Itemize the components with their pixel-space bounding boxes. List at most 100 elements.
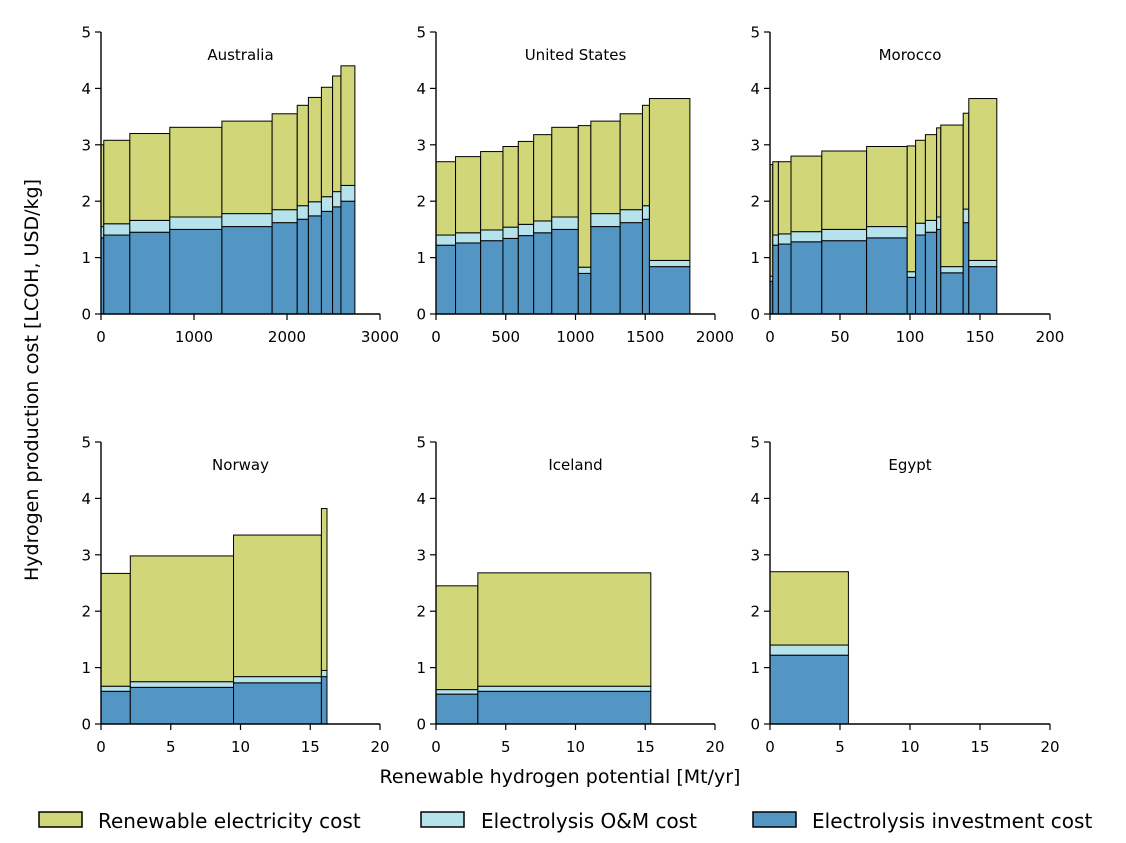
x-tick-label-australia-3: 3000 xyxy=(361,328,399,346)
bar-united-states-1-electricity xyxy=(455,156,482,234)
bar-australia-4-electricity xyxy=(221,120,273,215)
bar-united-states-9-electricity xyxy=(619,113,643,211)
bar-australia-1-electricity xyxy=(103,139,131,225)
bar-morocco-3-om xyxy=(790,231,823,243)
bar-morocco-5-om xyxy=(866,226,908,239)
x-tick-label-morocco-2: 100 xyxy=(896,328,925,346)
bar-morocco-7-electricity xyxy=(915,139,926,224)
bar-morocco-1-investment xyxy=(772,244,779,315)
bar-morocco-7-om xyxy=(915,222,926,236)
bar-morocco-4-investment xyxy=(821,240,868,315)
bar-australia-2-electricity xyxy=(129,133,171,221)
x-tick-label-morocco-1: 50 xyxy=(830,328,849,346)
x-tick-label-united-states-0: 0 xyxy=(431,328,441,346)
bar-australia-10-electricity xyxy=(340,65,356,186)
bar-australia-3-investment xyxy=(169,228,223,315)
bar-united-states-5-electricity xyxy=(533,134,553,222)
y-tick-label-egypt-5: 5 xyxy=(750,434,760,452)
bar-australia-9-om xyxy=(332,191,342,208)
y-tick-label-egypt-1: 1 xyxy=(750,659,760,677)
bar-norway-0-electricity xyxy=(100,572,131,687)
bar-morocco-2-electricity xyxy=(777,161,792,235)
x-tick-label-egypt-2: 10 xyxy=(900,738,919,756)
legend-item-renewable-electricity: Renewable electricity cost xyxy=(38,809,361,833)
bar-morocco-8-om xyxy=(924,219,938,233)
y-tick-label-egypt-0: 0 xyxy=(750,716,760,734)
panel-title-united-states: United States xyxy=(525,46,627,64)
bar-morocco-2-investment xyxy=(777,243,792,315)
panel-iceland: 0 1 2 3 4 5 0 5 10 15 20 Iceland xyxy=(416,434,724,757)
bar-morocco-1-electricity xyxy=(772,161,779,236)
bar-united-states-5-om xyxy=(533,220,553,234)
bar-morocco-12-om xyxy=(968,259,998,268)
y-tick-label-norway-4: 4 xyxy=(81,490,91,508)
y-tick-label-australia-0: 0 xyxy=(81,306,91,324)
x-tick-label-australia-0: 0 xyxy=(96,328,106,346)
x-tick-label-norway-2: 10 xyxy=(231,738,250,756)
bar-united-states-10-om xyxy=(641,205,650,220)
bar-united-states-11-electricity xyxy=(648,98,691,261)
bar-united-states-2-electricity xyxy=(480,151,504,231)
bar-australia-1-om xyxy=(103,223,131,236)
bar-iceland-1-om xyxy=(477,685,652,692)
y-tick-label-iceland-3: 3 xyxy=(416,546,426,564)
panel-title-iceland: Iceland xyxy=(548,456,602,474)
y-tick-label-united-states-0: 0 xyxy=(416,306,426,324)
bar-australia-7-investment xyxy=(307,215,322,315)
bar-morocco-9-electricity xyxy=(936,127,942,218)
x-tick-label-united-states-1: 500 xyxy=(491,328,520,346)
x-tick-label-australia-2: 2000 xyxy=(268,328,306,346)
bar-australia-3-electricity xyxy=(169,126,223,218)
x-tick-label-iceland-4: 20 xyxy=(705,738,724,756)
y-tick-label-norway-2: 2 xyxy=(81,603,91,621)
bar-morocco-10-om xyxy=(940,266,964,274)
bar-morocco-5-electricity xyxy=(866,145,908,228)
y-tick-label-iceland-1: 1 xyxy=(416,659,426,677)
bar-australia-5-electricity xyxy=(271,113,298,211)
x-tick-label-united-states-3: 1500 xyxy=(626,328,664,346)
bar-australia-9-electricity xyxy=(332,75,342,193)
x-tick-label-egypt-0: 0 xyxy=(765,738,775,756)
bar-united-states-3-electricity xyxy=(502,145,519,228)
x-tick-label-iceland-0: 0 xyxy=(431,738,441,756)
bar-united-states-0-investment xyxy=(435,244,457,315)
bar-united-states-2-om xyxy=(480,229,504,242)
y-tick-label-morocco-0: 0 xyxy=(750,306,760,324)
y-tick-label-australia-2: 2 xyxy=(81,193,91,211)
panel-title-norway: Norway xyxy=(212,456,269,474)
legend-item-electrolysis-om: Electrolysis O&M cost xyxy=(420,809,697,833)
bar-morocco-6-electricity xyxy=(906,145,917,273)
bar-morocco-9-om xyxy=(936,216,942,230)
x-tick-label-united-states-4: 2000 xyxy=(696,328,734,346)
y-tick-label-united-states-1: 1 xyxy=(416,249,426,267)
bar-morocco-12-electricity xyxy=(968,98,998,261)
y-tick-label-iceland-2: 2 xyxy=(416,603,426,621)
bar-united-states-7-electricity xyxy=(577,125,592,268)
panel-united-states: 0 1 2 3 4 5 0 500 1000 1500 2000 United States xyxy=(416,24,734,347)
panel-title-australia: Australia xyxy=(207,46,273,64)
bar-united-states-0-om xyxy=(435,234,457,246)
bar-morocco-8-investment xyxy=(924,231,938,315)
bar-egypt-0-electricity xyxy=(769,571,849,646)
bar-morocco-5-investment xyxy=(866,237,908,315)
y-tick-label-morocco-1: 1 xyxy=(750,249,760,267)
bar-united-states-8-investment xyxy=(590,226,621,315)
x-tick-label-morocco-3: 150 xyxy=(966,328,995,346)
bar-morocco-11-electricity xyxy=(962,112,970,210)
panel-title-morocco: Morocco xyxy=(879,46,942,64)
bar-united-states-6-investment xyxy=(551,228,579,315)
bar-norway-3-om xyxy=(320,669,328,678)
legend-label-renewable-electricity: Renewable electricity cost xyxy=(98,809,361,833)
y-tick-label-norway-5: 5 xyxy=(81,434,91,452)
bar-united-states-8-electricity xyxy=(590,120,621,215)
bar-australia-7-electricity xyxy=(307,96,322,203)
bar-united-states-4-investment xyxy=(517,235,535,315)
bar-australia-8-investment xyxy=(320,210,334,315)
bar-morocco-6-om xyxy=(906,271,917,278)
y-tick-label-australia-3: 3 xyxy=(81,136,91,154)
y-tick-label-morocco-4: 4 xyxy=(750,80,760,98)
y-tick-label-australia-1: 1 xyxy=(81,249,91,267)
panel-norway: 0 1 2 3 4 5 0 5 10 15 20 Norway xyxy=(81,434,389,757)
panel-egypt: 0 1 2 3 4 5 0 5 10 15 20 Egypt xyxy=(750,434,1059,757)
